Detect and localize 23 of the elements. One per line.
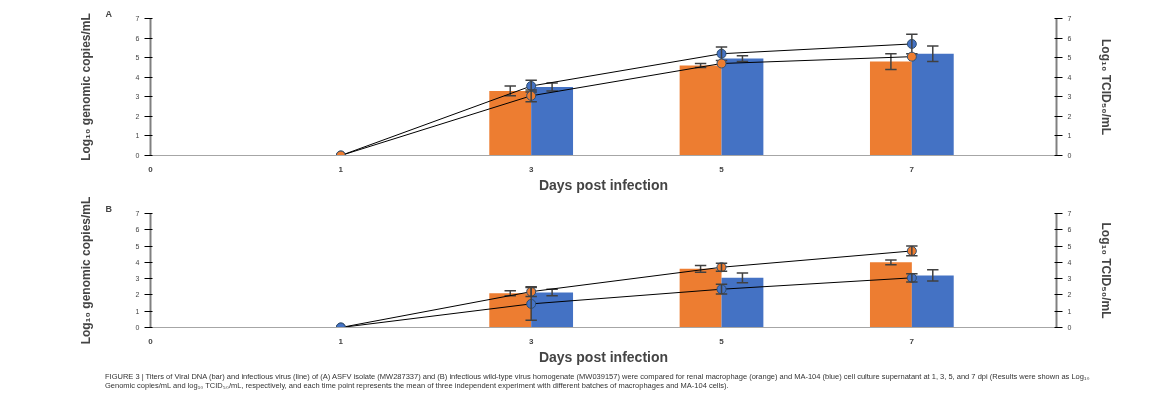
x-tick-label: 3 <box>528 336 534 346</box>
y2-axis-title: Log₁₀ TCID₅₀/mL <box>1099 39 1114 135</box>
point <box>716 58 727 69</box>
chart-title: B <box>105 203 113 214</box>
bar <box>911 53 954 156</box>
x-tick-label: 7 <box>909 336 915 346</box>
x-tick-label: 3 <box>528 164 534 174</box>
x-axis-title: Days post infection <box>538 348 669 365</box>
y-axis-title: Log₁₀ genomic copies/mL <box>78 196 93 345</box>
bar <box>869 262 912 328</box>
chart-title: A <box>105 8 113 19</box>
x-tick-label: 1 <box>338 336 344 346</box>
y2-axis-title: Log₁₀ TCID₅₀/mL <box>1099 222 1114 319</box>
x-tick-label: 0 <box>148 164 154 174</box>
x-tick-label: 1 <box>338 164 344 174</box>
x-axis-title: Days post infection <box>538 176 669 193</box>
x-tick-label: 5 <box>719 164 725 174</box>
y-axis-title: Log₁₀ genomic copies/mL <box>78 13 93 161</box>
x-tick-label: 7 <box>909 164 915 174</box>
bar <box>489 90 532 156</box>
x-tick-label: 0 <box>148 336 154 346</box>
point <box>906 51 917 62</box>
x-tick-label: 5 <box>719 336 725 346</box>
